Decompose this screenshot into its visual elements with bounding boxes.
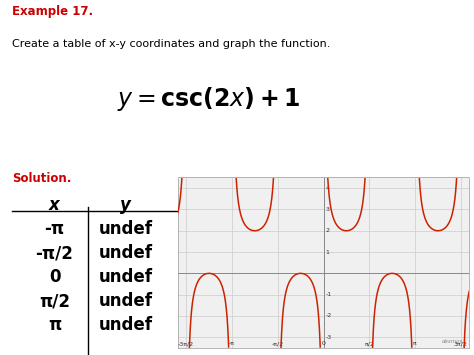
Text: $y = \mathbf{csc(2\mathit{x})+1}$: $y = \mathbf{csc(2\mathit{x})+1}$	[117, 85, 300, 113]
Text: -1: -1	[326, 292, 332, 297]
Text: π/2: π/2	[39, 292, 70, 310]
Text: undef: undef	[99, 220, 153, 238]
Text: π: π	[48, 316, 61, 334]
Text: desmos: desmos	[442, 339, 464, 344]
Text: 2: 2	[326, 228, 330, 233]
Text: -π/2: -π/2	[36, 244, 73, 262]
Text: -3: -3	[326, 335, 332, 340]
Text: x: x	[49, 196, 60, 214]
Text: 0: 0	[49, 268, 60, 286]
Text: undef: undef	[99, 292, 153, 310]
Text: -π: -π	[45, 220, 64, 238]
Text: π/2: π/2	[365, 341, 374, 346]
Text: undef: undef	[99, 268, 153, 286]
Text: undef: undef	[99, 244, 153, 262]
Text: 3: 3	[326, 207, 330, 212]
Text: -2: -2	[326, 313, 332, 318]
Text: 3π/2: 3π/2	[454, 341, 468, 346]
Text: 0: 0	[321, 341, 326, 346]
Text: 1: 1	[326, 250, 330, 255]
Text: -3π/2: -3π/2	[178, 341, 194, 346]
Text: Solution.: Solution.	[12, 172, 71, 185]
Text: Example 17.: Example 17.	[12, 5, 93, 18]
Text: 4: 4	[326, 186, 330, 191]
Text: Create a table of x-y coordinates and graph the function.: Create a table of x-y coordinates and gr…	[12, 39, 330, 49]
Text: -π: -π	[229, 341, 235, 346]
Text: undef: undef	[99, 316, 153, 334]
Text: -π/2: -π/2	[272, 341, 284, 346]
Text: π: π	[413, 341, 417, 346]
Text: y: y	[120, 196, 131, 214]
